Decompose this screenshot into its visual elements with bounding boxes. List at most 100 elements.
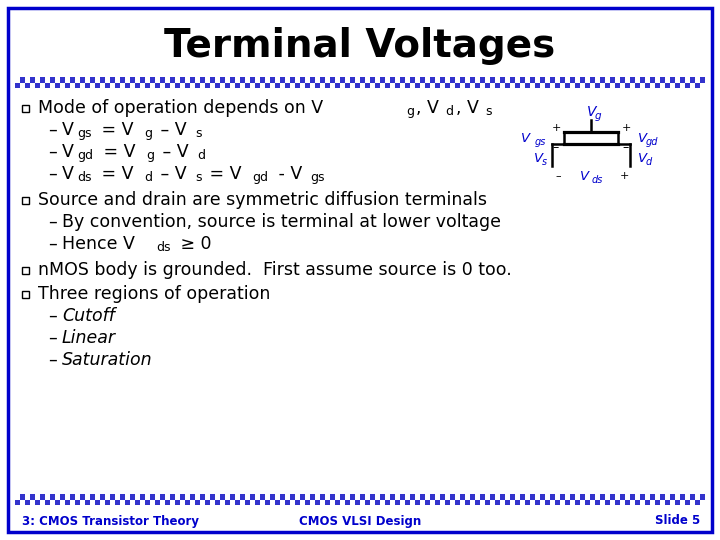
Bar: [175, 494, 180, 500]
Bar: [370, 500, 375, 505]
Bar: [210, 500, 215, 505]
Bar: [570, 83, 575, 88]
Text: gs: gs: [77, 127, 92, 140]
Bar: [375, 77, 380, 83]
Bar: [20, 83, 25, 88]
Bar: [535, 77, 540, 83]
Text: V: V: [521, 132, 530, 145]
Bar: [65, 77, 70, 83]
Bar: [220, 83, 225, 88]
Bar: [190, 500, 195, 505]
Text: s: s: [196, 171, 202, 184]
Bar: [440, 500, 445, 505]
Bar: [475, 77, 480, 83]
Text: – V: – V: [155, 121, 186, 139]
Bar: [305, 494, 310, 500]
Text: +: +: [621, 123, 631, 133]
Bar: [460, 500, 465, 505]
Bar: [500, 500, 505, 505]
Bar: [290, 83, 295, 88]
Bar: [80, 83, 85, 88]
Text: V: V: [62, 121, 74, 139]
Bar: [685, 77, 690, 83]
Bar: [675, 77, 680, 83]
Bar: [350, 500, 355, 505]
Text: gd: gd: [252, 171, 269, 184]
Bar: [260, 500, 265, 505]
Bar: [255, 77, 260, 83]
Bar: [85, 77, 90, 83]
Bar: [545, 77, 550, 83]
Bar: [575, 494, 580, 500]
Bar: [505, 77, 510, 83]
Bar: [495, 494, 500, 500]
Bar: [610, 500, 615, 505]
Text: ≥ 0: ≥ 0: [175, 235, 211, 253]
Bar: [295, 77, 300, 83]
Bar: [225, 494, 230, 500]
Bar: [455, 77, 460, 83]
Bar: [30, 500, 35, 505]
Bar: [205, 494, 210, 500]
Bar: [50, 83, 55, 88]
Bar: [450, 500, 455, 505]
Bar: [530, 500, 535, 505]
Text: nMOS body is grounded.  First assume source is 0 too.: nMOS body is grounded. First assume sour…: [38, 261, 512, 279]
Bar: [400, 83, 405, 88]
Bar: [595, 494, 600, 500]
Bar: [380, 500, 385, 505]
Text: –: –: [48, 213, 57, 231]
Bar: [465, 494, 470, 500]
Text: – V: – V: [155, 165, 186, 183]
Bar: [115, 494, 120, 500]
Bar: [185, 494, 190, 500]
Bar: [665, 494, 670, 500]
Bar: [245, 77, 250, 83]
Text: – V: – V: [157, 143, 189, 161]
Text: gd: gd: [77, 149, 94, 162]
Bar: [340, 500, 345, 505]
Bar: [690, 500, 695, 505]
Text: 3: CMOS Transistor Theory: 3: CMOS Transistor Theory: [22, 515, 199, 528]
Bar: [65, 494, 70, 500]
Bar: [95, 494, 100, 500]
Bar: [630, 83, 635, 88]
Bar: [205, 77, 210, 83]
Bar: [480, 83, 485, 88]
Bar: [110, 500, 115, 505]
Text: V: V: [62, 143, 74, 161]
Bar: [15, 494, 20, 500]
Bar: [365, 77, 370, 83]
Bar: [320, 83, 325, 88]
Bar: [485, 77, 490, 83]
Text: –: –: [48, 121, 57, 139]
Bar: [600, 83, 605, 88]
Bar: [160, 500, 165, 505]
Bar: [265, 494, 270, 500]
Bar: [700, 83, 705, 88]
Bar: [670, 83, 675, 88]
Text: = V: = V: [204, 165, 241, 183]
Bar: [230, 500, 235, 505]
Bar: [170, 500, 175, 505]
Bar: [360, 500, 365, 505]
Bar: [415, 494, 420, 500]
Bar: [220, 500, 225, 505]
Bar: [130, 500, 135, 505]
Text: +: +: [619, 171, 629, 181]
Bar: [120, 500, 125, 505]
Bar: [230, 83, 235, 88]
Text: –: –: [623, 141, 629, 154]
Text: = V: = V: [96, 165, 133, 183]
Text: - V: - V: [273, 165, 302, 183]
Bar: [390, 500, 395, 505]
Bar: [40, 83, 45, 88]
Bar: [255, 494, 260, 500]
Text: V: V: [638, 152, 647, 165]
Bar: [385, 494, 390, 500]
Bar: [70, 500, 75, 505]
Bar: [430, 500, 435, 505]
Bar: [430, 83, 435, 88]
Bar: [185, 77, 190, 83]
Bar: [500, 83, 505, 88]
